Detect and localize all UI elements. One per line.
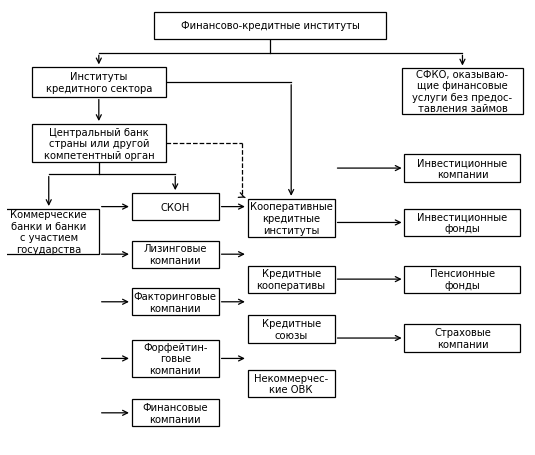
FancyBboxPatch shape (132, 399, 219, 426)
Text: Страховые
компании: Страховые компании (434, 328, 491, 349)
Text: Кредитные
союзы: Кредитные союзы (262, 318, 321, 340)
Text: Инвестиционные
фонды: Инвестиционные фонды (417, 212, 508, 234)
Text: СКОН: СКОН (160, 202, 190, 212)
FancyBboxPatch shape (0, 209, 99, 255)
FancyBboxPatch shape (32, 68, 166, 97)
Text: Финансово-кредитные институты: Финансово-кредитные институты (181, 21, 360, 31)
Text: Лизинговые
компании: Лизинговые компании (143, 244, 207, 265)
Text: Инвестиционные
компании: Инвестиционные компании (417, 158, 508, 179)
FancyBboxPatch shape (404, 209, 521, 237)
FancyBboxPatch shape (248, 199, 335, 238)
Text: Центральный банк
страны или другой
компетентный орган: Центральный банк страны или другой компе… (43, 127, 154, 161)
FancyBboxPatch shape (132, 241, 219, 268)
FancyBboxPatch shape (404, 266, 521, 293)
FancyBboxPatch shape (248, 316, 335, 343)
FancyBboxPatch shape (404, 155, 521, 182)
Text: Форфейтин-
говые
компании: Форфейтин- говые компании (143, 342, 208, 375)
FancyBboxPatch shape (132, 288, 219, 316)
FancyBboxPatch shape (402, 69, 523, 115)
Text: СФКО, оказываю-
щие финансовые
услуги без предос-
тавления займов: СФКО, оказываю- щие финансовые услуги бе… (412, 70, 513, 114)
Text: Коммерческие
банки и банки
с участием
государства: Коммерческие банки и банки с участием го… (10, 210, 87, 254)
FancyBboxPatch shape (132, 193, 219, 221)
Text: Пенсионные
фонды: Пенсионные фонды (430, 269, 495, 290)
FancyBboxPatch shape (132, 340, 219, 377)
Text: Некоммерчес-
кие ОВК: Некоммерчес- кие ОВК (254, 373, 328, 394)
Text: Кредитные
кооперативы: Кредитные кооперативы (257, 269, 326, 290)
FancyBboxPatch shape (248, 266, 335, 293)
FancyBboxPatch shape (404, 325, 521, 352)
Text: Институты
кредитного сектора: Институты кредитного сектора (45, 72, 152, 94)
Text: Кооперативные
кредитные
институты: Кооперативные кредитные институты (250, 202, 333, 235)
FancyBboxPatch shape (248, 370, 335, 397)
Text: Факторинговые
компании: Факторинговые компании (134, 291, 217, 313)
FancyBboxPatch shape (154, 13, 386, 40)
Text: Финансовые
компании: Финансовые компании (142, 402, 208, 424)
FancyBboxPatch shape (32, 125, 166, 163)
